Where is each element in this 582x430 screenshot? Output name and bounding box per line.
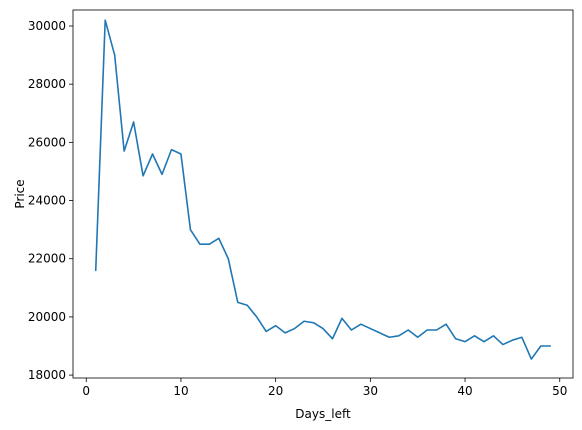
x-tick-label: 20 [268,384,283,398]
x-tick-label: 40 [457,384,472,398]
y-tick-label: 18000 [28,368,66,382]
plot-frame [72,9,574,379]
y-tick-label: 28000 [28,77,66,91]
y-tick-label: 22000 [28,252,66,266]
x-tick-label: 10 [173,384,188,398]
x-tick-label: 30 [363,384,378,398]
x-tick-label: 0 [82,384,90,398]
y-tick-label: 26000 [28,135,66,149]
series-line-0 [94,19,552,360]
y-axis-label: Price [13,179,27,208]
x-tick-label: 50 [552,384,567,398]
plot-area [94,19,552,360]
y-tick-label: 24000 [28,194,66,208]
axes: 0 10 20 30 40 50 18000 20000 22000 24000 26000 2800… [28,9,574,398]
y-tick-label: 20000 [28,310,66,324]
x-axis-label: Days_left [295,407,351,421]
y-tick-label: 30000 [28,19,66,33]
